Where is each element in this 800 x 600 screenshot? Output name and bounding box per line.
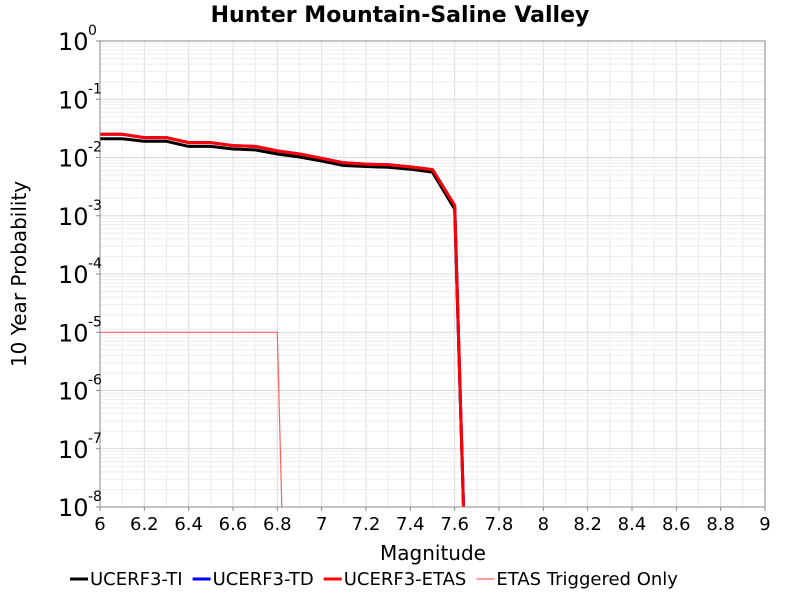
series-line-ucerf3-ti — [100, 137, 465, 508]
chart-title: Hunter Mountain-Saline Valley — [211, 3, 590, 28]
y-tick-exponent: -8 — [88, 489, 102, 505]
series-line-etas-triggered-only — [100, 331, 283, 508]
series-line-ucerf3-etas — [100, 132, 465, 508]
legend-label: ETAS Triggered Only — [496, 569, 678, 590]
y-tick-exponent: -7 — [88, 431, 102, 447]
x-tick-label: 9 — [759, 514, 770, 535]
x-tick-label: 7.2 — [352, 514, 381, 535]
x-tick-label: 6.6 — [219, 514, 248, 535]
y-tick-label: 10 — [58, 28, 89, 56]
x-tick-label: 7.6 — [440, 514, 469, 535]
x-tick-label: 8.2 — [573, 514, 602, 535]
y-axis-label: 10 Year Probability — [7, 181, 31, 367]
x-tick-label: 8.8 — [706, 514, 735, 535]
x-tick-label: 7 — [316, 514, 327, 535]
y-tick-label: 10 — [58, 145, 89, 173]
legend-label: UCERF3-TI — [90, 569, 183, 590]
y-tick-label: 10 — [58, 494, 89, 522]
series-layer — [100, 132, 465, 508]
y-tick-label: 10 — [58, 436, 89, 464]
y-tick-exponent: -4 — [88, 256, 102, 272]
y-tick-exponent: -6 — [88, 373, 102, 389]
y-tick-exponent: -1 — [88, 81, 102, 97]
x-tick-label: 6.8 — [263, 514, 292, 535]
x-tick-label: 6.2 — [130, 514, 159, 535]
x-axis-ticks: 6 6.2 6.4 6.6 6.8 7 7.2 7.4 7.6 7.8 8 8.2 8.4 8.6 8.8 9 — [94, 507, 771, 535]
y-tick-exponent: 0 — [88, 23, 97, 39]
x-tick-label: 8 — [538, 514, 549, 535]
x-axis-label: Magnitude — [380, 541, 486, 565]
x-tick-label: 8.4 — [618, 514, 647, 535]
y-tick-label: 10 — [58, 203, 89, 231]
y-tick-exponent: -5 — [88, 314, 102, 330]
y-tick-label: 10 — [58, 319, 89, 347]
x-tick-label: 8.6 — [662, 514, 691, 535]
y-tick-label: 10 — [58, 261, 89, 289]
legend-label: UCERF3-ETAS — [344, 569, 467, 590]
x-tick-label: 6 — [94, 514, 105, 535]
legend: UCERF3-TI UCERF3-TD UCERF3-ETAS ETAS Trigge… — [70, 569, 678, 590]
y-tick-exponent: -2 — [88, 140, 102, 156]
y-tick-label: 10 — [58, 378, 89, 406]
y-tick-exponent: -3 — [88, 198, 102, 214]
legend-label: UCERF3-TD — [213, 569, 314, 590]
x-tick-label: 6.4 — [174, 514, 203, 535]
y-tick-label: 10 — [58, 86, 89, 114]
x-tick-label: 7.4 — [396, 514, 425, 535]
x-tick-label: 7.8 — [485, 514, 514, 535]
